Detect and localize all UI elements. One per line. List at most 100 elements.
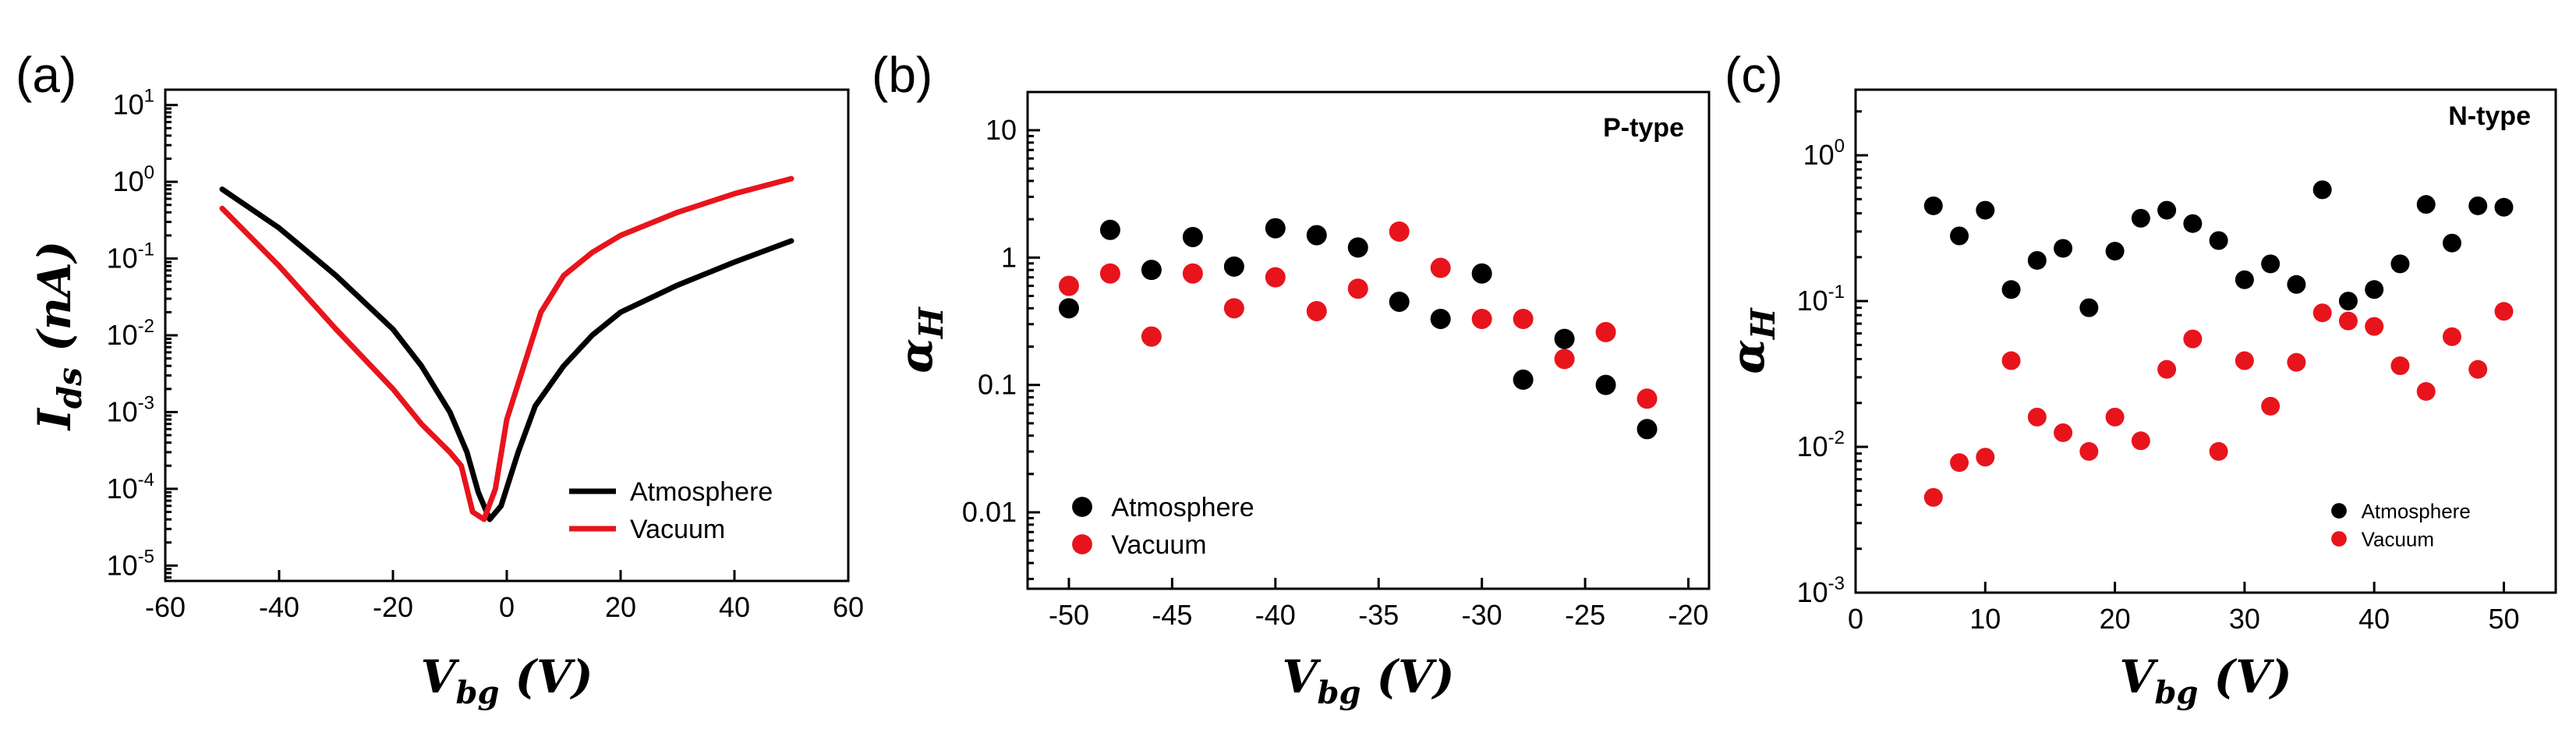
plot-frame-a [164, 88, 850, 583]
y-tick-label-c: 100 [1803, 136, 1845, 171]
y-axis-label-c: αH [1721, 307, 1782, 374]
x-tick-label-b: -50 [1049, 599, 1089, 631]
x-tick-label-c: 0 [1848, 603, 1863, 635]
point-atmosphere [1058, 298, 1079, 319]
point-atmosphere [2235, 270, 2254, 289]
point-vacuum [2183, 329, 2203, 349]
point-vacuum [2209, 441, 2228, 461]
x-tick-label-a: 20 [605, 591, 636, 623]
point-atmosphere [2209, 231, 2228, 250]
panel-label-c: (c) [1725, 47, 1783, 103]
point-vacuum [1306, 300, 1327, 321]
legend-label-atmosphere: Atmosphere [1111, 493, 1254, 522]
x-tick-label-a: 40 [719, 591, 750, 623]
annotation-c: N-type [2448, 101, 2531, 131]
point-atmosphere [1347, 237, 1368, 258]
point-atmosphere [1513, 369, 1534, 390]
legend-label-vacuum: Vacuum [630, 515, 725, 544]
point-atmosphere [2494, 197, 2514, 217]
point-atmosphere [1923, 196, 1943, 215]
point-atmosphere [2079, 298, 2099, 317]
point-vacuum [2079, 441, 2099, 461]
y-tick-label-a: 100 [113, 162, 154, 197]
point-atmosphere [1099, 219, 1120, 240]
point-vacuum [1976, 448, 1995, 467]
y-tick-label-a: 10-3 [107, 392, 154, 427]
plot-frame-c [1854, 88, 2557, 594]
point-vacuum [2442, 327, 2461, 346]
point-atmosphere [2312, 180, 2332, 200]
y-axis-label-a: Ids (nA) [28, 241, 89, 431]
point-vacuum [2235, 351, 2254, 370]
y-axis-label-b: αH [890, 306, 950, 374]
point-vacuum [2027, 407, 2047, 427]
point-atmosphere [1950, 226, 1969, 246]
legend-marker-atmosphere [1072, 497, 1092, 517]
point-atmosphere [2027, 250, 2047, 270]
point-vacuum [2365, 317, 2384, 336]
x-tick-label-c: 20 [2100, 603, 2131, 635]
point-vacuum [2054, 423, 2073, 442]
x-tick-label-c: 30 [2229, 603, 2260, 635]
point-atmosphere [1389, 291, 1410, 312]
point-atmosphere [2416, 195, 2436, 214]
point-atmosphere [2390, 254, 2410, 274]
chart-a: -60 -40 -20 0 20 40 60 10-5 10-4 10-3 10-2 10-1 100 1… [28, 86, 864, 711]
point-vacuum [1950, 453, 1969, 473]
point-atmosphere [2054, 239, 2073, 258]
point-vacuum [1182, 263, 1203, 284]
legend-label-atmosphere: Atmosphere [2362, 499, 2471, 522]
point-atmosphere [2001, 280, 2021, 299]
point-vacuum [1513, 308, 1534, 329]
chart-c: 0 10 20 30 40 50 10-3 10-2 10-1 100 Vbg (V) αH N-typ… [1721, 88, 2557, 711]
point-vacuum [1058, 275, 1079, 296]
x-tick-label-a: 0 [499, 591, 515, 623]
x-tick-label-c: 10 [1969, 603, 2001, 635]
point-vacuum [1389, 221, 1410, 242]
y-tick-label-b: 10 [985, 114, 1017, 146]
point-atmosphere [1595, 374, 1616, 395]
point-vacuum [1637, 388, 1658, 409]
x-tick-label-c: 50 [2488, 603, 2519, 635]
point-atmosphere [1976, 200, 1995, 220]
point-atmosphere [2105, 242, 2125, 261]
point-vacuum [2468, 359, 2488, 379]
point-vacuum [2416, 381, 2436, 401]
y-tick-label-a: 10-2 [107, 316, 154, 351]
point-atmosphere [2468, 196, 2488, 215]
y-tick-label-a: 101 [113, 86, 154, 121]
point-atmosphere [1554, 328, 1575, 349]
y-tick-label-b: 0.01 [962, 496, 1017, 528]
point-atmosphere [1471, 263, 1492, 284]
y-tick-label-c: 10-1 [1797, 282, 1845, 317]
x-tick-label-b: -45 [1152, 599, 1192, 631]
legend-marker-vacuum [2331, 531, 2347, 547]
point-atmosphere [2183, 214, 2203, 233]
chart-b: -50 -45 -40 -35 -30 -25 -20 0.01 0.1 1 10 Vbg (V) αH… [890, 90, 1711, 711]
point-vacuum [1923, 487, 1943, 507]
point-atmosphere [1182, 226, 1203, 247]
series-line-vacuum [219, 175, 794, 522]
point-vacuum [2261, 396, 2281, 416]
point-atmosphere [1223, 256, 1244, 277]
x-tick-label-b: -40 [1255, 599, 1296, 631]
point-atmosphere [1430, 308, 1451, 329]
x-axis-label-b: Vbg (V) [1282, 650, 1454, 711]
legend-marker-vacuum [1072, 534, 1092, 554]
point-vacuum [1141, 326, 1162, 347]
point-vacuum [2287, 352, 2306, 372]
legend-marker-atmosphere [2331, 503, 2347, 519]
point-atmosphere [2365, 280, 2384, 299]
x-tick-label-c: 40 [2358, 603, 2390, 635]
point-vacuum [2338, 311, 2358, 331]
point-vacuum [1554, 349, 1575, 370]
x-axis-label-c: Vbg (V) [2119, 650, 2291, 711]
point-vacuum [1430, 257, 1451, 278]
y-tick-label-a: 10-5 [107, 546, 154, 581]
point-vacuum [1471, 308, 1492, 329]
plot-frame-b [1026, 90, 1711, 590]
panel-label-b: (b) [872, 47, 932, 103]
y-tick-label-a: 10-4 [107, 469, 154, 505]
y-tick-label-c: 10-3 [1797, 573, 1845, 608]
x-tick-label-a: 60 [833, 591, 864, 623]
